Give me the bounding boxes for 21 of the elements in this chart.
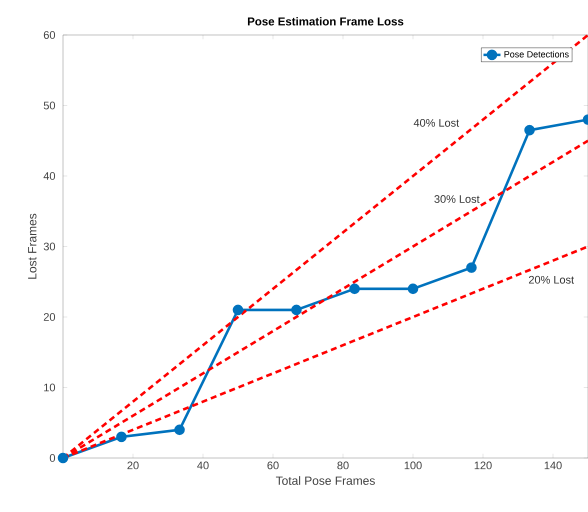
x-tick-label: 60 <box>267 462 279 470</box>
x-tick-label: 140 <box>544 462 562 470</box>
y-tick-label: 0 <box>50 454 56 462</box>
x-tick-label: 20 <box>127 462 139 470</box>
x-tick-label: 80 <box>337 462 349 470</box>
series-label: 20% Lost <box>528 276 574 284</box>
x-tick-label: 120 <box>474 462 492 470</box>
y-tick-label: 30 <box>44 242 56 250</box>
y-tick-label: 60 <box>44 31 56 39</box>
series-label: 40% Lost <box>414 118 460 127</box>
x-tick-label: 100 <box>404 462 422 470</box>
y-axis-title: Lost Frames <box>28 214 36 279</box>
y-tick-label: 10 <box>44 384 56 392</box>
y-tick-label: 50 <box>44 102 56 110</box>
legend-label: Pose Detections <box>504 50 569 58</box>
series-label: 30% Lost <box>434 195 480 203</box>
x-axis-title: Total Pose Frames <box>276 476 375 485</box>
chart-title: Pose Estimation Frame Loss <box>248 17 404 26</box>
x-tick-label: 40 <box>197 462 209 470</box>
y-tick-label: 20 <box>44 313 56 321</box>
y-tick-label: 40 <box>44 172 56 180</box>
